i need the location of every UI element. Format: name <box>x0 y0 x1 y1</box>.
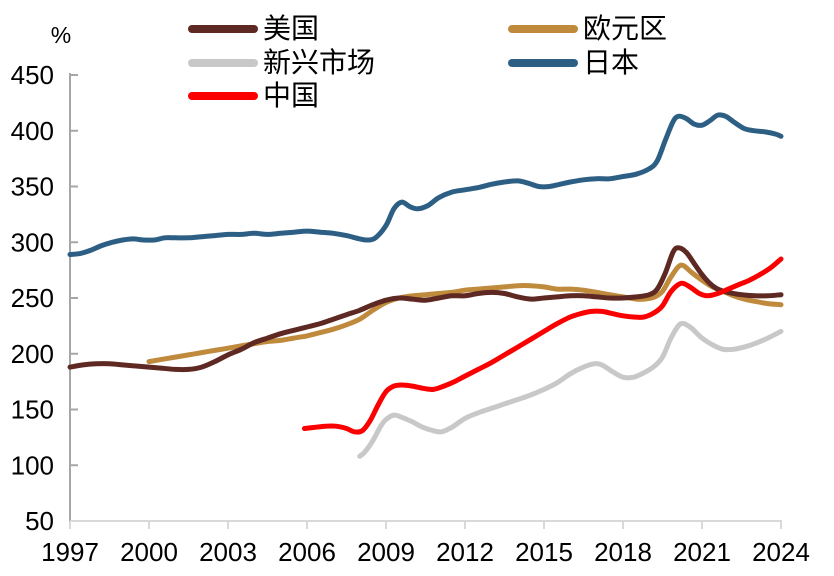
x-tick-label: 2003 <box>199 537 257 567</box>
x-tick-label: 2015 <box>515 537 573 567</box>
x-tick-label: 2018 <box>594 537 652 567</box>
series-line-eurozone <box>146 262 784 365</box>
y-tick-label: 350 <box>11 172 54 202</box>
legend-swatch-japan <box>508 59 578 67</box>
legend-swatch-emerging <box>188 59 258 67</box>
series-line-japan <box>67 112 784 257</box>
legend-label-china: 中国 <box>263 80 320 111</box>
legend-label-emerging: 新兴市场 <box>263 47 376 78</box>
y-tick-label: 200 <box>11 339 54 369</box>
x-tick-label: 1997 <box>41 537 99 567</box>
legend-label-us: 美国 <box>263 13 320 44</box>
legend-item-us: 美国 <box>188 13 319 45</box>
legend-label-japan: 日本 <box>583 47 640 78</box>
y-tick-label: 250 <box>11 283 54 313</box>
series-line-china <box>301 256 784 435</box>
y-axis-unit-label: % <box>50 22 72 48</box>
legend-item-emerging: 新兴市场 <box>188 47 375 79</box>
legend-item-eurozone: 欧元区 <box>508 13 667 45</box>
x-tick-label: 2000 <box>120 537 178 567</box>
series-line-us <box>67 245 784 373</box>
x-tick-label: 2012 <box>436 537 494 567</box>
x-tick-label: 2009 <box>357 537 415 567</box>
legend-item-china: 中国 <box>188 80 319 112</box>
legend-swatch-china <box>188 92 258 100</box>
y-tick-label: 50 <box>25 506 54 536</box>
legend-label-eurozone: 欧元区 <box>583 13 668 44</box>
x-tick-label: 2021 <box>673 537 731 567</box>
y-tick-label: 400 <box>11 116 54 146</box>
y-tick-label: 150 <box>11 395 54 425</box>
series-line-emerging <box>357 320 784 459</box>
legend-item-japan: 日本 <box>508 47 639 79</box>
legend-swatch-us <box>188 25 258 33</box>
y-tick-label: 300 <box>11 227 54 257</box>
x-tick-label: 2006 <box>278 537 336 567</box>
legend-swatch-eurozone <box>508 25 578 33</box>
x-tick-label: 2024 <box>752 537 810 567</box>
y-tick-label: 450 <box>11 60 54 90</box>
y-tick-label: 100 <box>11 450 54 480</box>
